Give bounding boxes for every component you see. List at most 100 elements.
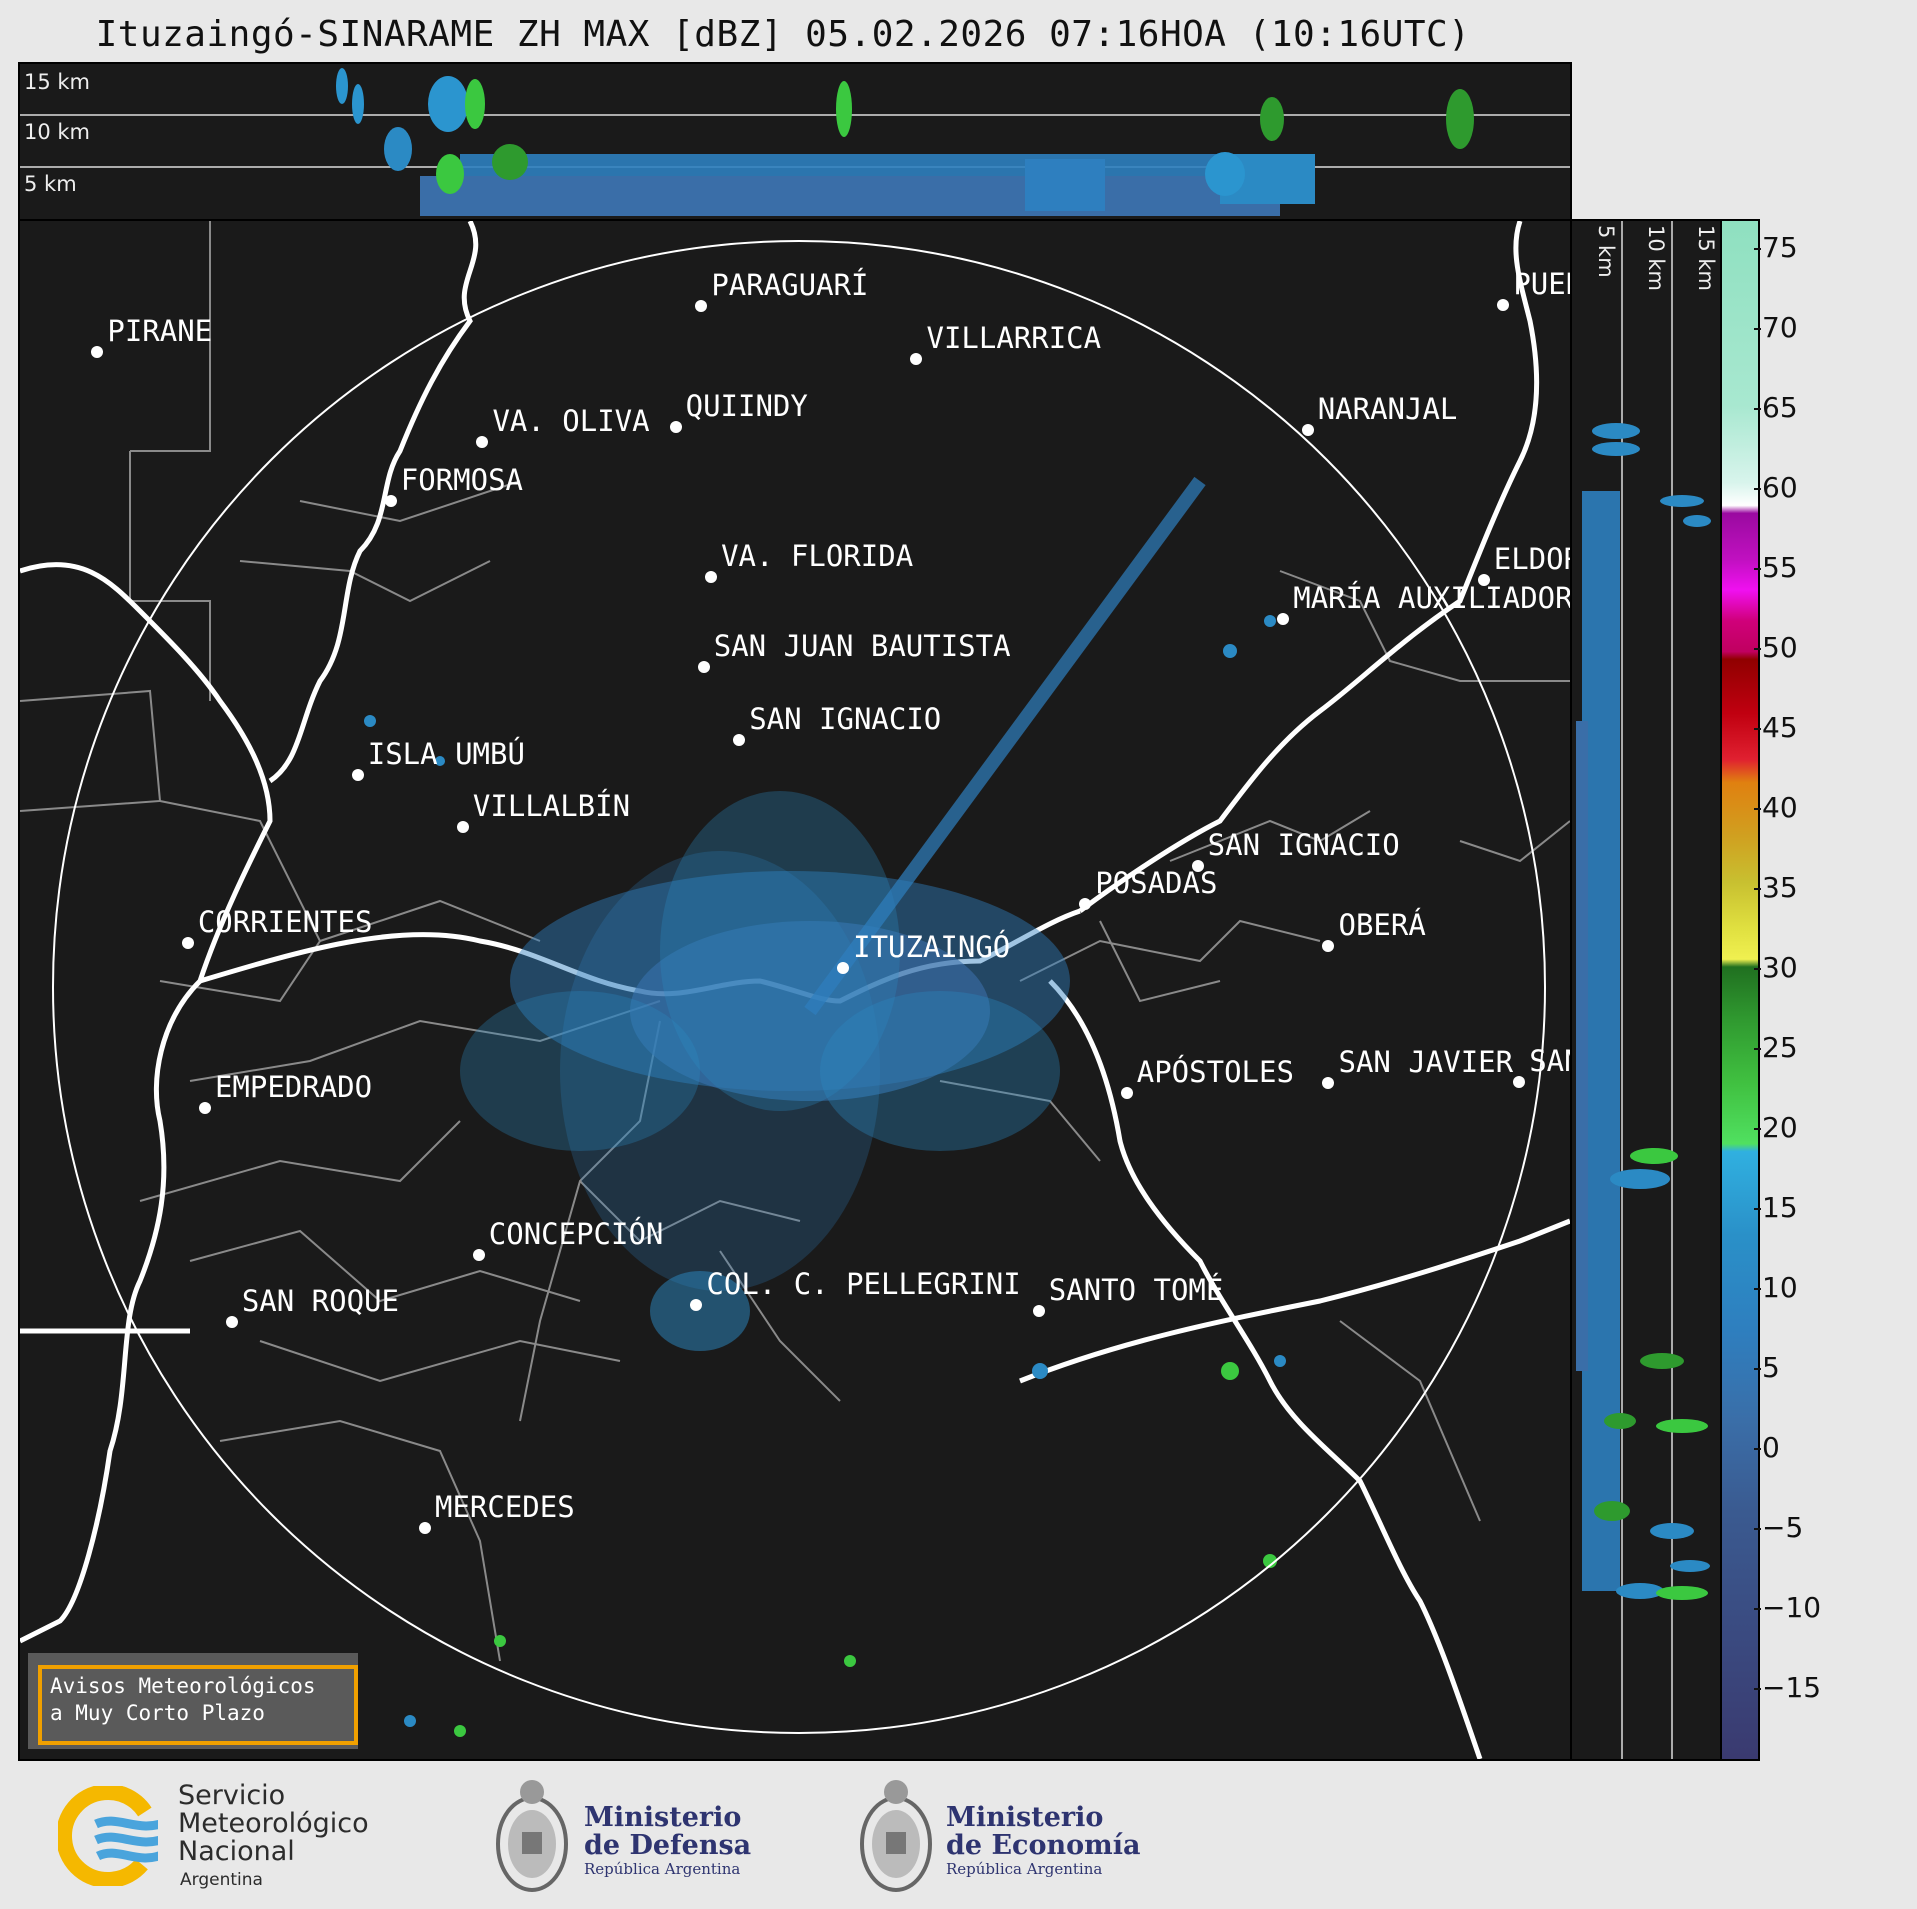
city-label: SANTO TOMÉ [1048,1273,1224,1308]
radar-map-canvas [20,221,1570,1759]
city-dot-icon [1032,1305,1045,1318]
smn-line2: Meteorológico [178,1808,369,1839]
city-dot-icon [1322,1076,1335,1089]
warning-box[interactable]: Avisos Meteorológicos a Muy Corto Plazo [28,1653,358,1749]
city-label: PARAGUARÍ [711,268,869,303]
city-dot-icon [456,821,469,834]
radar-map-panel: PIRANE PARAGUARÍ VILLARRICA VA. OLIVA QUIIND… [18,219,1572,1761]
colorbar-tick-label: 30 [1754,951,1798,984]
colorbar-tick-label: 70 [1754,311,1798,344]
colorbar-tick-label: −10 [1753,1591,1822,1624]
city-dot-icon [476,436,489,449]
colorbar-tick-label: 20 [1754,1111,1798,1144]
city-dot-icon [1497,299,1510,312]
side-height-label-15km: 15 km [1694,225,1718,292]
city-label: SAN ROQUE [241,1284,399,1319]
city-dot-icon [419,1521,431,1534]
city-dot-icon [198,1102,211,1115]
defensa-name2: de Defensa [584,1830,752,1861]
warning-box-line2: a Muy Corto Plazo [50,1701,265,1725]
city-dot-icon [1477,574,1490,587]
city-dot-icon [181,937,194,950]
radar-echoes [364,476,1286,1737]
city-dot-icon [91,345,104,358]
city-label: SAN IGNACIO [1207,828,1400,863]
economia-name2: de Economía [946,1830,1141,1861]
smn-line3: Nacional [178,1836,295,1867]
city-label: POSADAS [1095,866,1218,901]
city-label: MERCEDES [435,1489,575,1524]
city-label: EMPEDRADO [214,1070,373,1105]
city-label: QUIINDY [685,389,808,424]
city-label: OBERÁ [1338,907,1426,942]
side-cross-section-echoes [1576,221,1711,1759]
city-dot-icon [1191,860,1204,873]
city-dot-icon [1322,939,1335,952]
defensa-seal-icon [496,1780,568,1892]
colorbar-tick-label: 55 [1754,551,1798,584]
city-label: ELDOR [1493,542,1570,577]
city-dot-icon [1079,898,1092,911]
side-cross-section-panel: 5 km 10 km 15 km [1570,219,1722,1761]
city-label: SAN IGNACIO [749,702,942,737]
colorbar-tick-label: 65 [1754,391,1798,424]
top-cross-section-panel: 15 km 10 km 5 km [18,62,1572,221]
economia-name1: Ministerio [946,1802,1104,1833]
colorbar-tick-label: 35 [1754,871,1798,904]
city-dot-icon [1513,1075,1526,1088]
colorbar-tick-label: 0 [1754,1431,1780,1464]
colorbar-tick-label: 15 [1754,1191,1798,1224]
chart-title: Ituzaingó-SINARAME ZH MAX [dBZ] 05.02.20… [95,14,1471,55]
city-label: SAN JAVIER [1338,1044,1514,1079]
city-label: COL. C. PELLEGRINI [706,1267,1021,1302]
city-dot-icon [705,570,718,583]
city-label: APÓSTOLES [1136,1054,1294,1089]
side-height-label-10km: 10 km [1644,225,1668,292]
city-label: MARÍA AUXILIADORA [1293,581,1572,616]
city-dot-icon [384,494,397,507]
defensa-sub: República Argentina [584,1860,741,1878]
range-ring [52,240,1546,1734]
colorbar-tick-label: 45 [1754,711,1798,744]
height-label-10km: 10 km [24,120,91,144]
colorbar-tick-label: 75 [1754,231,1798,264]
city-label: CORRIENTES [197,905,373,940]
city-label: VA. OLIVA [492,404,650,439]
colorbar-tick-label: −5 [1753,1511,1804,1544]
city-label: NARANJAL [1317,391,1458,426]
city-dot-icon [1277,613,1290,626]
city-label: SAN JUAN BAUTISTA [713,629,1011,664]
city-label: VILLARRICA [926,320,1102,355]
colorbar-tick-label: −15 [1753,1671,1822,1704]
colorbar [1720,219,1760,1761]
city-dot-icon [695,300,708,313]
city-label: PUER [1513,267,1570,302]
city-label: ITUZAINGÓ [853,929,1011,964]
height-label-5km: 5 km [24,172,77,196]
city-dot-icon [225,1316,238,1329]
city-dot-icon [1120,1086,1133,1099]
defensa-name1: Ministerio [584,1802,742,1833]
smn-line4: Argentina [180,1870,263,1890]
warning-box-line1: Avisos Meteorológicos [50,1674,316,1698]
colorbar-tick-label: 60 [1754,471,1798,504]
city-label: CONCEPCIÓN [488,1217,664,1252]
top-cross-section-echoes [20,68,1570,216]
department-borders [20,221,1570,1662]
city-label: PIRANE [107,313,213,348]
economia-sub: República Argentina [946,1860,1103,1878]
colorbar-tick-label: 10 [1754,1271,1798,1304]
city-dot-icon [472,1249,485,1262]
smn-line1: Servicio [178,1780,286,1811]
city-dot-icon [697,661,710,674]
city-dot-icon [733,734,746,747]
city-label: VA. FLORIDA [721,538,914,573]
city-dot-icon [690,1299,703,1312]
city-dot-icon [1301,423,1314,436]
height-label-15km: 15 km [24,70,91,94]
city-label: ISLA UMBÚ [367,736,525,771]
city-dot-icon [669,421,682,434]
colorbar-tick-label: 50 [1754,631,1798,664]
colorbar-tick-label: 5 [1754,1351,1780,1384]
economia-seal-icon [860,1780,932,1892]
